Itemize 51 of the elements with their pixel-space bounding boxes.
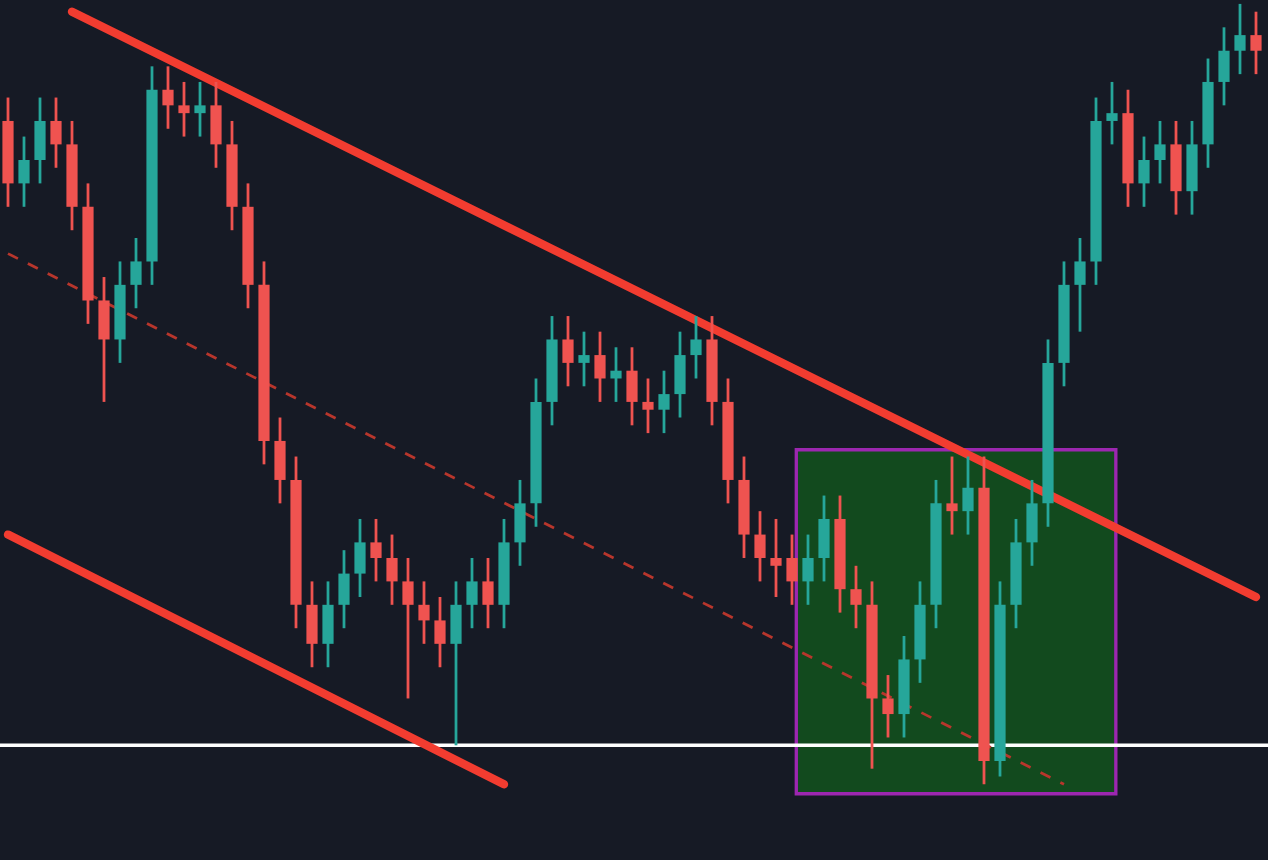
candlestick (450, 580, 462, 747)
candlestick (466, 556, 478, 630)
candlestick (514, 478, 526, 568)
candlestick (770, 517, 782, 599)
candlestick (386, 533, 398, 607)
candlestick (1154, 119, 1166, 185)
candlestick (482, 556, 494, 630)
candlestick (802, 533, 814, 607)
candlestick (418, 580, 430, 646)
candlestick (354, 517, 366, 599)
candlestick (1138, 135, 1150, 209)
candlestick (1234, 2, 1246, 76)
candlestick (658, 369, 670, 435)
candlestick (338, 548, 350, 630)
candlestick (1026, 478, 1038, 568)
candlestick (322, 580, 334, 669)
candlestick (882, 673, 894, 739)
candlestick (162, 64, 174, 131)
candlestick (754, 509, 766, 583)
candlestick (34, 96, 46, 185)
candlestick (962, 455, 974, 536)
candlestick (1186, 119, 1198, 216)
candlestick (402, 556, 414, 700)
candlestick (194, 80, 206, 138)
candlestick (1218, 25, 1230, 107)
candlestick (18, 135, 30, 209)
candlestick (1106, 80, 1118, 146)
candlestick (1250, 10, 1262, 76)
candlestick (370, 517, 382, 583)
candlestick (50, 96, 62, 170)
candlestick (594, 330, 606, 404)
candlestick (130, 236, 142, 310)
candlestick (850, 564, 862, 630)
candlestick (562, 314, 574, 388)
candlestick (1170, 119, 1182, 216)
candlestick (306, 580, 318, 669)
candlestick (578, 330, 590, 388)
candlestick (946, 455, 958, 536)
candlestick (786, 533, 798, 607)
candlestick (274, 416, 286, 505)
candlestick (674, 330, 686, 419)
candlestick (818, 494, 830, 583)
candlestick (690, 314, 702, 380)
candlestick (1074, 236, 1086, 334)
candlestick (434, 595, 446, 669)
candlestick (626, 345, 638, 427)
candlestick (210, 80, 222, 170)
candlestick (178, 80, 190, 138)
candlestick (98, 275, 110, 404)
candlestick (642, 377, 654, 435)
candlestick (610, 345, 622, 404)
